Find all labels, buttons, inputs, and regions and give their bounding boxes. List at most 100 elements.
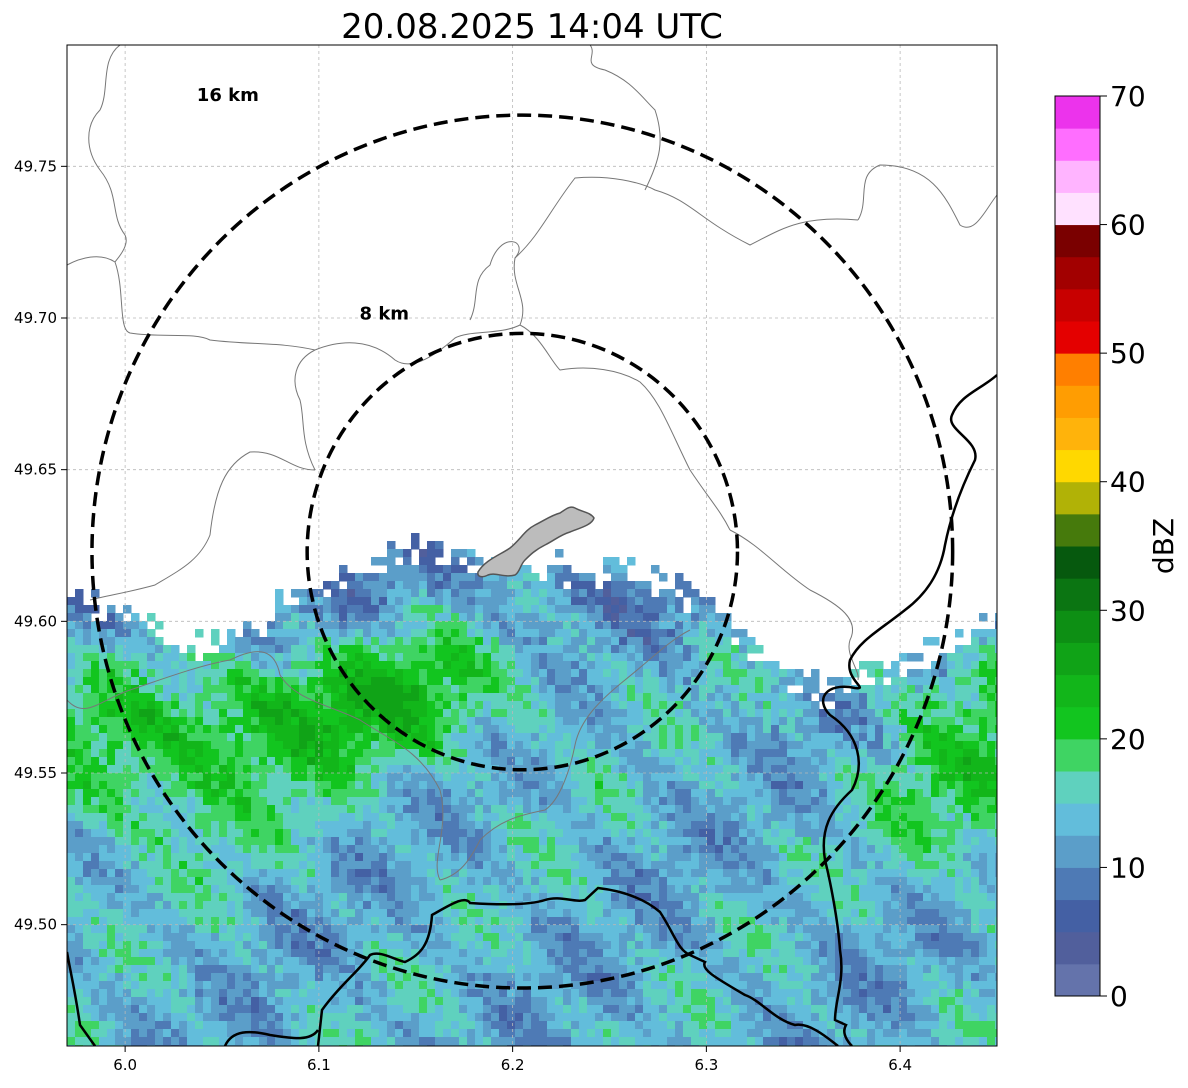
radar-cell <box>235 741 244 750</box>
radar-cell <box>283 1021 292 1030</box>
radar-cell <box>507 821 516 830</box>
radar-cell <box>99 717 108 726</box>
radar-cell <box>571 597 580 606</box>
radar-cell <box>691 901 700 910</box>
radar-cell <box>675 621 684 630</box>
radar-cell <box>323 781 332 790</box>
radar-cell <box>747 749 756 758</box>
radar-cell <box>195 781 204 790</box>
radar-cell <box>75 653 84 662</box>
radar-cell <box>451 645 460 654</box>
radar-cell <box>651 973 660 982</box>
radar-cell <box>419 637 428 646</box>
radar-cell <box>635 813 644 822</box>
radar-cell <box>299 853 308 862</box>
radar-cell <box>515 805 524 814</box>
radar-cell <box>107 885 116 894</box>
radar-cell <box>155 813 164 822</box>
radar-cell <box>99 805 108 814</box>
radar-cell <box>371 925 380 934</box>
radar-cell <box>467 917 476 926</box>
radar-cell <box>99 829 108 838</box>
radar-cell <box>451 1037 460 1046</box>
radar-cell <box>147 789 156 798</box>
radar-cell <box>699 821 708 830</box>
radar-cell <box>251 1013 260 1022</box>
radar-cell <box>395 717 404 726</box>
radar-cell <box>507 701 516 710</box>
radar-cell <box>491 741 500 750</box>
radar-cell <box>667 901 676 910</box>
radar-cell <box>547 589 556 598</box>
radar-cell <box>219 789 228 798</box>
radar-cell <box>635 1029 644 1038</box>
radar-cell <box>611 949 620 958</box>
radar-cell <box>627 741 636 750</box>
radar-cell <box>659 821 668 830</box>
radar-cell <box>635 733 644 742</box>
radar-cell <box>563 1029 572 1038</box>
radar-cell <box>395 549 404 558</box>
radar-cell <box>387 989 396 998</box>
radar-cell <box>523 581 532 590</box>
radar-cell <box>571 645 580 654</box>
radar-cell <box>115 645 124 654</box>
radar-cell <box>507 997 516 1006</box>
radar-cell <box>491 1013 500 1022</box>
radar-cell <box>355 661 364 670</box>
radar-cell <box>699 605 708 614</box>
radar-cell <box>203 981 212 990</box>
radar-cell <box>435 725 444 734</box>
radar-cell <box>195 861 204 870</box>
radar-cell <box>339 733 348 742</box>
radar-cell <box>547 837 556 846</box>
radar-cell <box>259 973 268 982</box>
radar-cell <box>299 821 308 830</box>
radar-cell <box>667 917 676 926</box>
radar-cell <box>99 933 108 942</box>
radar-cell <box>83 1037 92 1046</box>
radar-cell <box>91 869 100 878</box>
radar-cell <box>483 973 492 982</box>
radar-cell <box>611 789 620 798</box>
radar-cell <box>315 957 324 966</box>
radar-cell <box>635 885 644 894</box>
radar-cell <box>115 917 124 926</box>
radar-cell <box>699 893 708 902</box>
radar-cell <box>187 853 196 862</box>
radar-cell <box>659 949 668 958</box>
radar-cell <box>107 869 116 878</box>
radar-cell <box>499 917 508 926</box>
radar-cell <box>611 997 620 1006</box>
radar-cell <box>275 925 284 934</box>
radar-cell <box>187 869 196 878</box>
radar-cell <box>683 805 692 814</box>
radar-cell <box>387 757 396 766</box>
radar-cell <box>211 773 220 782</box>
radar-cell <box>523 669 532 678</box>
radar-cell <box>171 885 180 894</box>
radar-cell <box>443 757 452 766</box>
radar-cell <box>443 997 452 1006</box>
radar-cell <box>683 773 692 782</box>
radar-cell <box>595 901 604 910</box>
radar-cell <box>403 845 412 854</box>
radar-cell <box>387 597 396 606</box>
radar-cell <box>139 1005 148 1014</box>
radar-cell <box>603 797 612 806</box>
radar-cell <box>67 805 76 814</box>
radar-cell <box>747 669 756 678</box>
radar-cell <box>707 741 716 750</box>
radar-cell <box>667 661 676 670</box>
radar-cell <box>411 773 420 782</box>
radar-cell <box>427 581 436 590</box>
radar-cell <box>275 725 284 734</box>
radar-cell <box>699 933 708 942</box>
radar-cell <box>379 933 388 942</box>
radar-cell <box>515 589 524 598</box>
radar-cell <box>547 693 556 702</box>
radar-cell <box>523 733 532 742</box>
radar-cell <box>595 989 604 998</box>
radar-cell <box>195 701 204 710</box>
radar-cell <box>283 733 292 742</box>
